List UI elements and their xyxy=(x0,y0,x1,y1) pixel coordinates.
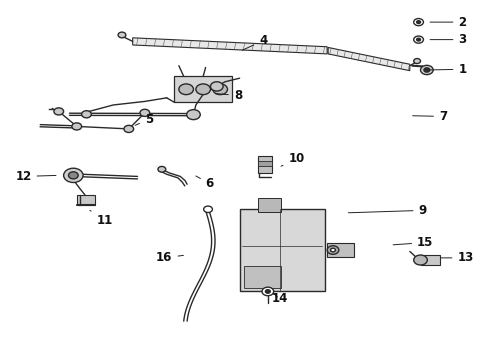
Circle shape xyxy=(413,36,423,43)
Bar xyxy=(420,255,439,265)
Circle shape xyxy=(413,18,423,26)
Bar xyxy=(258,198,281,212)
Circle shape xyxy=(196,84,210,95)
Text: 2: 2 xyxy=(429,15,466,28)
Circle shape xyxy=(158,166,165,172)
Text: 16: 16 xyxy=(156,251,183,264)
Bar xyxy=(258,161,271,166)
Circle shape xyxy=(179,84,193,95)
Circle shape xyxy=(68,172,78,179)
Circle shape xyxy=(416,38,420,41)
Text: 12: 12 xyxy=(15,170,56,183)
Text: 3: 3 xyxy=(429,33,466,46)
Circle shape xyxy=(262,287,273,296)
Text: 10: 10 xyxy=(281,152,304,166)
Circle shape xyxy=(140,109,149,116)
Circle shape xyxy=(210,82,223,91)
Text: 7: 7 xyxy=(412,110,446,123)
Circle shape xyxy=(203,206,212,212)
Circle shape xyxy=(413,255,427,265)
Circle shape xyxy=(81,111,91,118)
Circle shape xyxy=(63,168,83,183)
Circle shape xyxy=(265,290,270,293)
Text: 4: 4 xyxy=(242,34,267,50)
Circle shape xyxy=(212,84,227,95)
Bar xyxy=(244,266,281,288)
Text: 13: 13 xyxy=(440,251,473,264)
Text: 6: 6 xyxy=(196,176,213,190)
Circle shape xyxy=(413,59,420,64)
Circle shape xyxy=(118,32,125,38)
Circle shape xyxy=(416,21,420,23)
Text: 9: 9 xyxy=(347,204,426,217)
Text: 5: 5 xyxy=(135,113,153,126)
Text: 8: 8 xyxy=(215,89,242,102)
Circle shape xyxy=(186,110,200,120)
Text: 14: 14 xyxy=(271,292,287,305)
Circle shape xyxy=(326,246,338,254)
Circle shape xyxy=(54,108,63,115)
Bar xyxy=(77,195,95,205)
Text: 15: 15 xyxy=(392,236,432,249)
Circle shape xyxy=(72,123,81,130)
Circle shape xyxy=(123,125,133,132)
Circle shape xyxy=(420,65,432,75)
Circle shape xyxy=(330,248,335,252)
Bar xyxy=(174,76,232,102)
Circle shape xyxy=(423,68,429,72)
Bar xyxy=(258,156,271,173)
Bar xyxy=(239,209,324,292)
Polygon shape xyxy=(132,38,326,54)
Text: 1: 1 xyxy=(429,63,466,76)
Text: 11: 11 xyxy=(90,210,112,226)
Bar xyxy=(326,243,353,257)
Polygon shape xyxy=(327,48,409,71)
